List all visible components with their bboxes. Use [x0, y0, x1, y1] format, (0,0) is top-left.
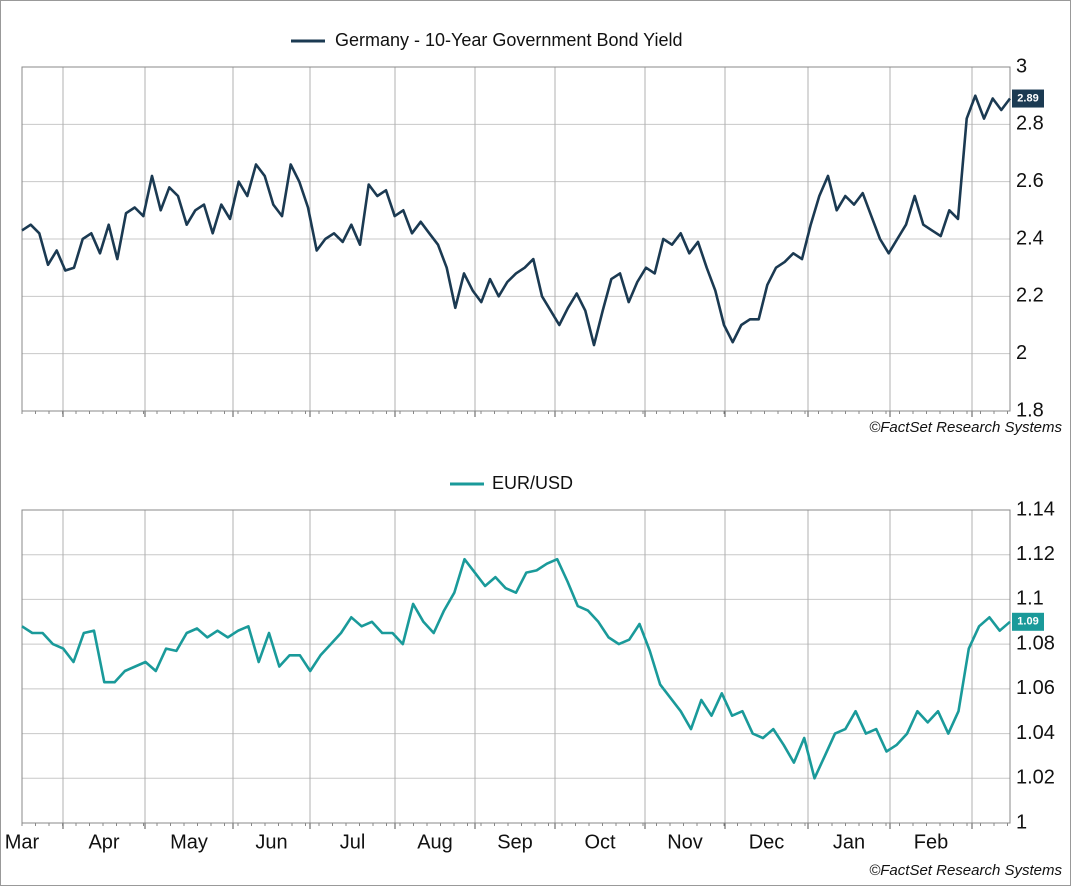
y-tick-label: 1.02 — [1016, 767, 1055, 789]
x-tick-label: Feb — [914, 831, 948, 853]
y-tick-label: 1.14 — [1016, 498, 1055, 520]
x-tick-label: Jun — [255, 831, 287, 853]
x-tick-label: Mar — [5, 831, 40, 853]
x-tick-label: Dec — [749, 831, 785, 853]
y-tick-label: 2.2 — [1016, 285, 1044, 307]
plot-border — [21, 509, 1011, 824]
last-value-label: 2.89 — [1017, 92, 1038, 104]
series-line — [21, 94, 1012, 347]
y-tick-label: 1.08 — [1016, 632, 1055, 654]
y-tick-label: 1.04 — [1016, 722, 1055, 744]
y-tick-label: 2.4 — [1016, 227, 1044, 249]
x-tick-label: Jan — [833, 831, 865, 853]
y-tick-label: 3 — [1016, 55, 1027, 77]
x-tick-label: Jul — [340, 831, 366, 853]
x-tick-label: Nov — [667, 831, 703, 853]
legend-label: Germany - 10-Year Government Bond Yield — [335, 30, 683, 50]
x-tick-label: Oct — [584, 831, 616, 853]
y-tick-label: 2 — [1016, 342, 1027, 364]
last-value-badge — [1012, 612, 1044, 631]
y-tick-label: 1.06 — [1016, 677, 1055, 699]
series-line — [21, 557, 1011, 780]
x-tick-label: May — [170, 831, 208, 853]
last-value-label: 1.09 — [1017, 616, 1038, 628]
x-tick-label: Sep — [497, 831, 533, 853]
y-tick-label: 2.8 — [1016, 113, 1044, 135]
y-tick-label: 1.8 — [1016, 399, 1044, 421]
y-tick-label: 1 — [1016, 811, 1027, 833]
y-tick-label: 1.1 — [1016, 588, 1044, 610]
source-note: ©FactSet Research Systems — [869, 419, 1062, 436]
legend-label: EUR/USD — [492, 473, 573, 493]
y-tick-label: 2.6 — [1016, 170, 1044, 192]
source-note: ©FactSet Research Systems — [869, 862, 1062, 879]
y-tick-label: 1.12 — [1016, 543, 1055, 565]
x-tick-label: Apr — [88, 831, 119, 853]
plot-border — [21, 66, 1011, 412]
last-value-badge — [1012, 89, 1044, 108]
x-tick-label: Aug — [417, 831, 453, 853]
